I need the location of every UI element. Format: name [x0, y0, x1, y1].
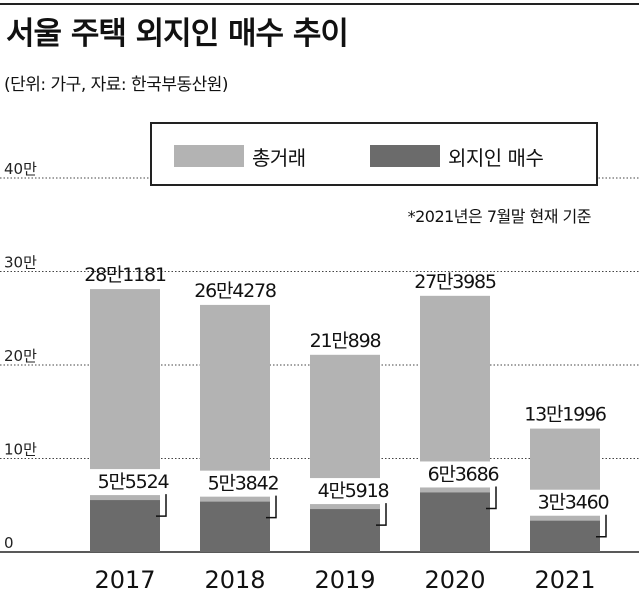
chart-subtitle: (단위: 가구, 자료: 한국부동산원) — [4, 75, 229, 95]
data-label-outsider: 5만3842 — [208, 473, 279, 495]
legend-item-total: 총거래 — [174, 144, 306, 170]
y-tick-label: 10만 — [4, 441, 37, 459]
legend-swatch-total — [174, 145, 244, 167]
y-tick-label: 20만 — [4, 347, 37, 365]
bar-outsider — [310, 509, 380, 552]
y-tick-label: 30만 — [4, 254, 37, 272]
data-label-outsider: 6만3686 — [428, 463, 499, 485]
bar-outsider — [530, 520, 600, 552]
top-rule — [0, 3, 639, 5]
bar-outsider — [200, 501, 270, 552]
data-label-total: 21만898 — [310, 330, 381, 352]
leader-line — [486, 486, 497, 510]
bar-outsider — [90, 500, 160, 552]
data-label-total: 26만4278 — [194, 280, 276, 302]
bar-outsider — [420, 492, 490, 552]
x-tick-label: 2017 — [94, 566, 155, 594]
legend-item-outsider: 외지인 매수 — [370, 144, 544, 170]
legend-label-total: 총거래 — [252, 145, 306, 170]
legend: 총거래 외지인 매수 — [150, 122, 598, 186]
data-label-backdrop — [307, 478, 401, 505]
x-tick-label: 2018 — [204, 566, 265, 594]
data-label-total: 28만1181 — [84, 264, 166, 286]
data-label-backdrop — [87, 469, 181, 496]
data-label-backdrop — [197, 470, 291, 497]
x-tick-label: 2021 — [534, 566, 595, 594]
leader-line — [156, 494, 167, 517]
data-label-outsider: 5만5524 — [98, 471, 170, 493]
data-label-backdrop — [417, 461, 511, 488]
data-label-outsider: 3만3460 — [538, 492, 609, 514]
data-label-total: 27만3985 — [414, 271, 496, 293]
data-label-total: 13만1996 — [524, 404, 606, 426]
legend-label-outsider: 외지인 매수 — [448, 145, 544, 170]
leader-line — [266, 495, 277, 519]
x-tick-label: 2019 — [314, 566, 375, 594]
x-tick-label: 2020 — [424, 566, 485, 594]
legend-swatch-outsider — [370, 145, 440, 167]
footnote: *2021년은 7월말 현재 기준 — [407, 207, 592, 226]
data-label-backdrop — [527, 489, 621, 516]
y-tick-label: 0 — [4, 534, 14, 552]
data-label-outsider: 4만5918 — [318, 480, 389, 502]
leader-line — [596, 514, 607, 538]
chart-title: 서울 주택 외지인 매수 추이 — [6, 16, 349, 52]
leader-line — [376, 503, 387, 526]
y-tick-label: 40만 — [4, 160, 37, 178]
